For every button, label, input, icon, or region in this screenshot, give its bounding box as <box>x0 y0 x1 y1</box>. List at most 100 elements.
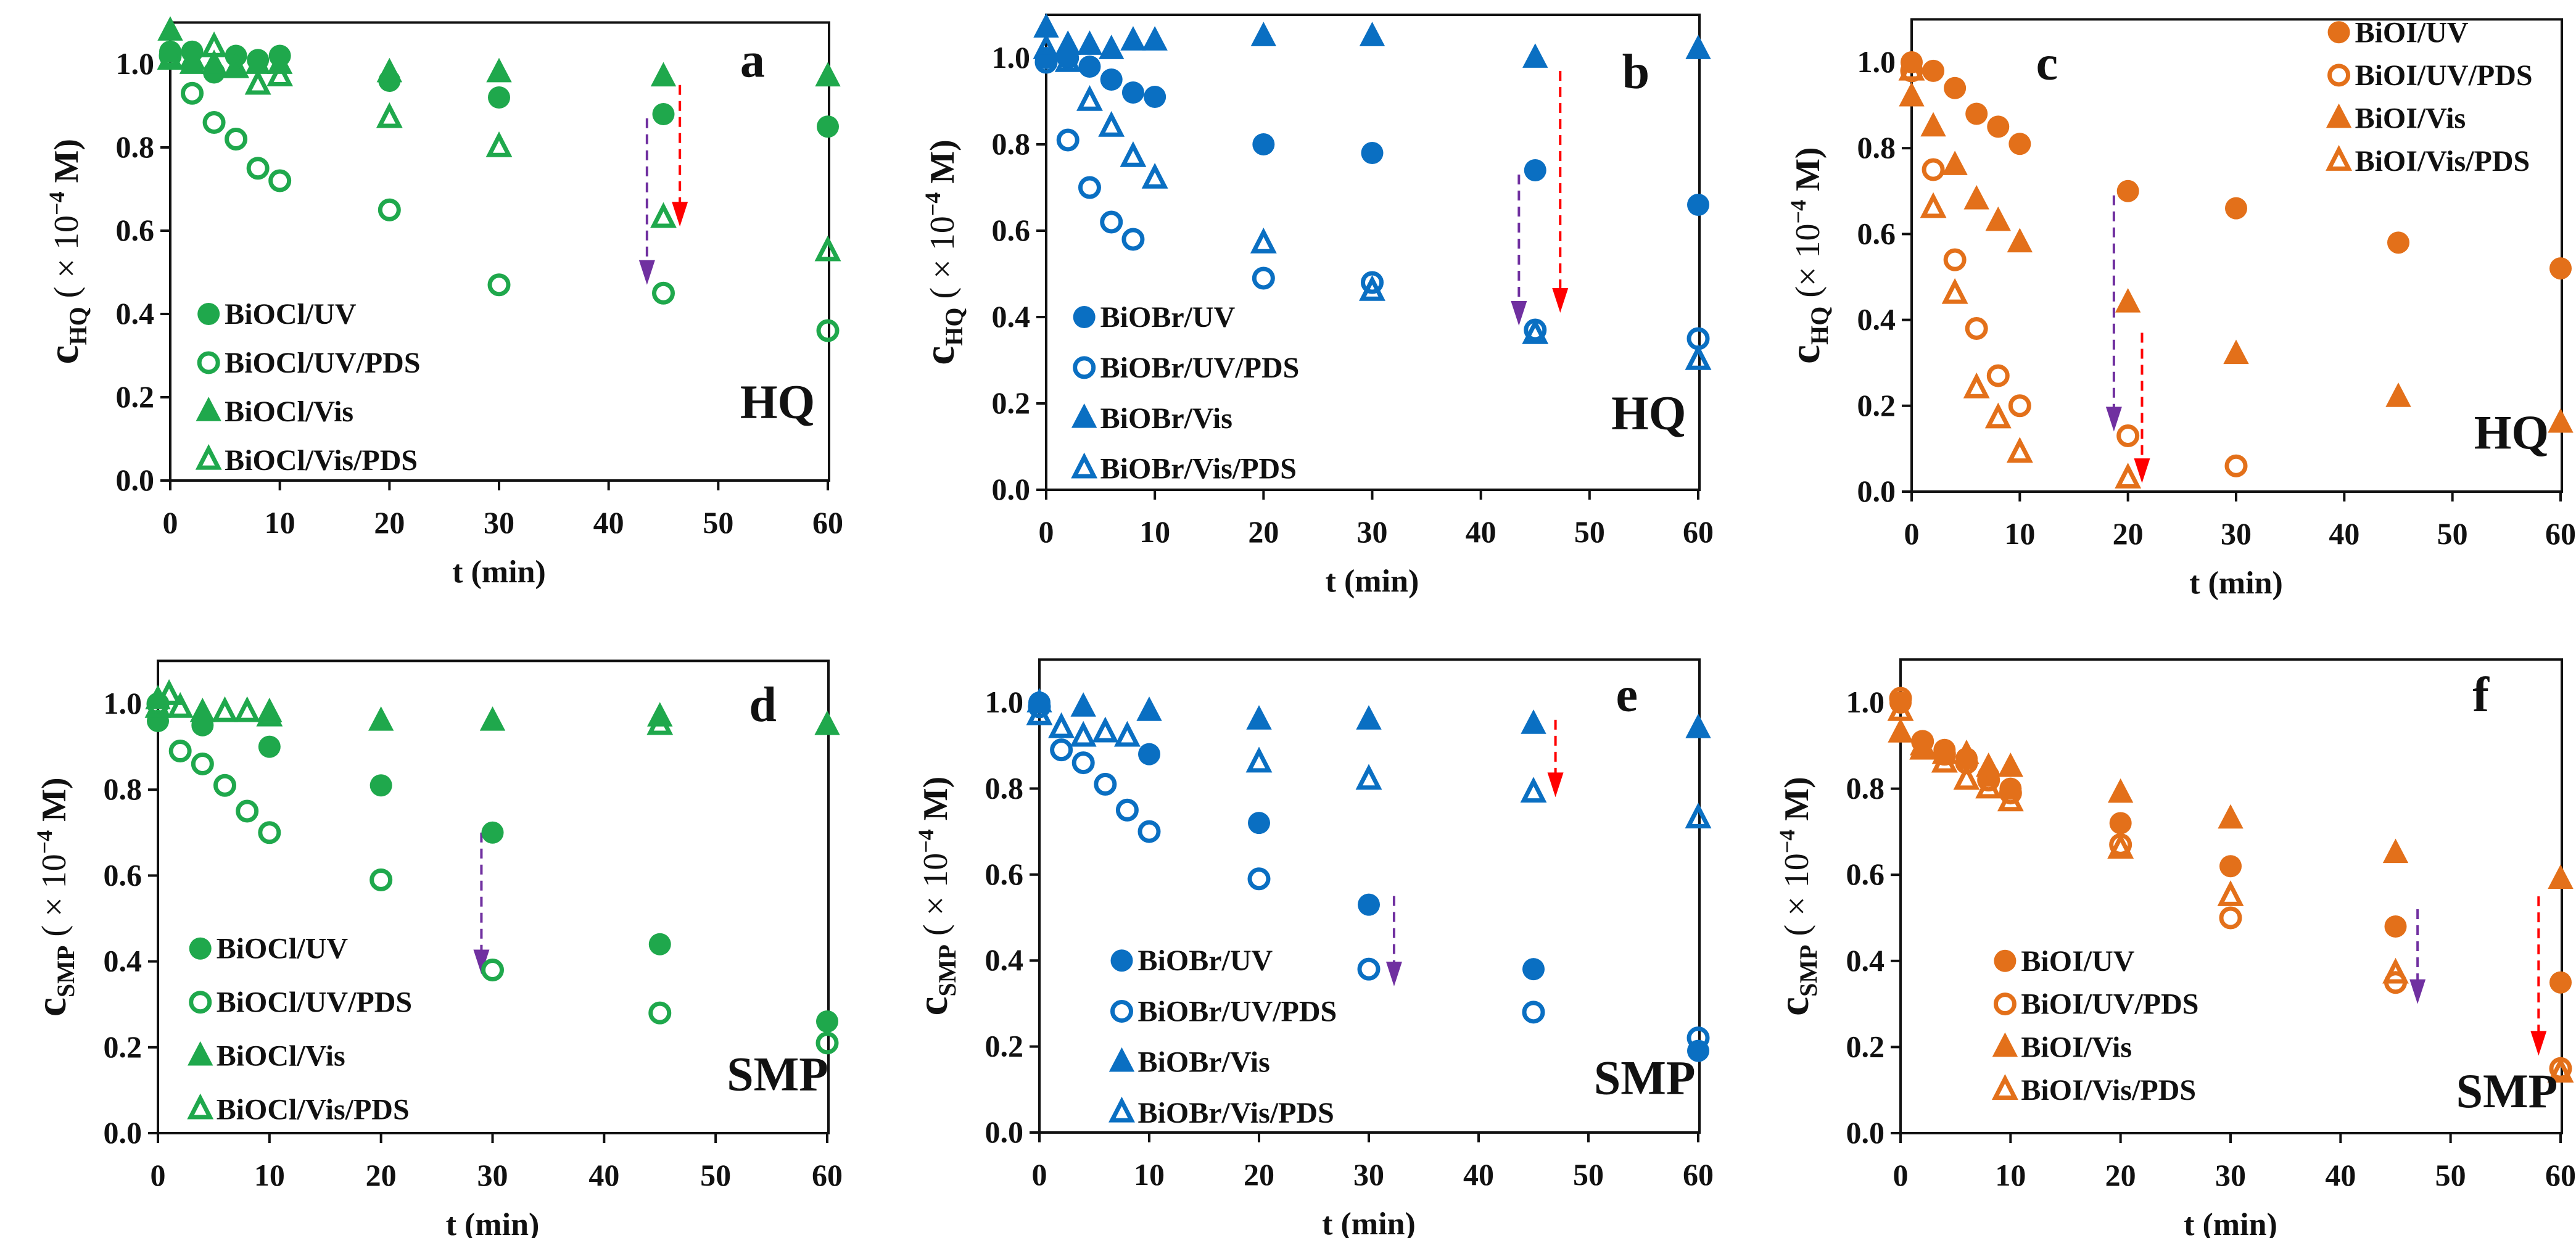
data-point <box>1078 56 1101 78</box>
series-biobr-vis <box>1033 13 1711 68</box>
data-point <box>368 706 394 731</box>
legend-marker <box>1108 1096 1135 1123</box>
x-tick-label: 50 <box>1573 1157 1604 1192</box>
y-tick-label: 1.0 <box>992 40 1031 75</box>
legend-label: BiOI/Vis/PDS <box>2021 1074 2196 1107</box>
series-biocl-vis-pds <box>157 31 841 262</box>
data-point <box>201 49 227 74</box>
y-label-unit: ( × 10 <box>47 215 86 307</box>
legend-marker <box>195 444 222 470</box>
data-point <box>1252 133 1275 155</box>
data-point <box>234 696 261 722</box>
series-biocl-vis-pds <box>144 679 674 735</box>
data-point <box>181 81 204 105</box>
series-biobr-vis-pds <box>1026 699 1712 828</box>
data-point <box>1357 957 1381 981</box>
legend-label: BiOI/UV/PDS <box>2021 988 2198 1021</box>
x-tick-label: 60 <box>2545 1158 2576 1192</box>
data-point <box>236 799 259 823</box>
data-point <box>157 16 183 41</box>
data-point <box>1899 81 1925 107</box>
data-point <box>1034 51 1058 74</box>
x-tick-label: 20 <box>2105 1158 2136 1192</box>
data-point <box>2109 812 2132 835</box>
data-point <box>1054 46 1081 72</box>
series-bioi-uv <box>1889 691 2572 994</box>
y-label-unit-end: M) <box>923 139 962 192</box>
x-tick-label: 60 <box>1683 514 1714 549</box>
y-label-exponent: −4 <box>44 191 69 215</box>
data-point <box>2548 864 2574 889</box>
x-tick-label: 10 <box>1995 1158 2026 1192</box>
data-point <box>1965 102 1988 125</box>
data-point <box>1965 317 1988 340</box>
data-point <box>2107 778 2134 803</box>
y-label-exponent: −4 <box>1786 200 1810 224</box>
data-point <box>1889 687 1912 710</box>
data-point <box>1685 803 1712 828</box>
data-point <box>1033 33 1060 59</box>
arrow-head <box>672 202 688 227</box>
legend-label: BiOBr/UV/PDS <box>1100 352 1300 384</box>
data-point <box>1050 738 1073 762</box>
x-tick-label: 40 <box>588 1158 619 1192</box>
data-point <box>817 115 839 138</box>
compound-label: HQ <box>1611 386 1686 440</box>
data-point <box>1963 184 1989 210</box>
data-point <box>1248 812 1270 835</box>
data-point <box>245 49 271 74</box>
data-point <box>2224 454 2248 477</box>
data-point <box>814 235 841 262</box>
legend-marker <box>197 351 220 374</box>
x-tick-label: 30 <box>477 1158 508 1192</box>
data-point <box>369 868 393 891</box>
data-point <box>167 691 194 718</box>
y-axis-label: cHQ ( × 10−4 M) <box>916 139 968 365</box>
data-point <box>1999 782 2022 805</box>
legend-marker <box>1992 1032 2018 1057</box>
data-point <box>1141 162 1168 189</box>
data-point <box>1056 128 1080 152</box>
x-tick-label: 50 <box>2437 516 2468 551</box>
arrow-head <box>1511 301 1527 326</box>
arrow-head <box>2409 979 2426 1004</box>
y-tick-label: 0.8 <box>1857 130 1896 165</box>
data-point <box>650 202 677 228</box>
data-point <box>2217 880 2244 906</box>
data-point <box>1524 159 1546 181</box>
data-point <box>652 103 675 125</box>
y-label-unit: ( × 10 <box>35 854 73 945</box>
y-tick-label: 0.0 <box>992 472 1031 506</box>
y-tick-label: 0.0 <box>985 1115 1024 1149</box>
x-axis-label: t (min) <box>1322 1207 1416 1238</box>
data-point <box>1121 81 1144 104</box>
data-point <box>1136 696 1162 721</box>
arrow-head <box>2134 458 2150 484</box>
data-point <box>1138 743 1160 765</box>
series-biobr-vis <box>1026 688 1711 738</box>
data-point <box>1247 867 1271 891</box>
x-tick-label: 30 <box>1353 1157 1384 1192</box>
legend-marker <box>1110 949 1133 972</box>
data-point <box>1142 26 1168 51</box>
y-axis-label: cHQ ( × 10−4 M) <box>40 139 92 365</box>
data-point <box>1521 709 1546 734</box>
y-tick-label: 0.8 <box>104 772 142 806</box>
data-point <box>1944 76 1967 99</box>
x-tick-label: 0 <box>151 1158 166 1192</box>
x-tick-label: 20 <box>2113 516 2144 551</box>
data-point <box>246 157 270 180</box>
data-point <box>1099 35 1125 59</box>
legend-label: BiOCl/Vis/PDS <box>225 444 418 477</box>
data-point <box>1115 798 1139 822</box>
y-tick-label: 0.8 <box>1846 771 1885 806</box>
x-tick-label: 40 <box>1463 1157 1494 1192</box>
data-point <box>1931 746 1958 773</box>
legend-marker <box>189 937 212 960</box>
legend-marker <box>1071 403 1097 428</box>
data-point <box>2218 804 2244 829</box>
y-label-subscript: SMP <box>52 946 80 997</box>
data-point <box>648 1001 672 1025</box>
data-point <box>1987 115 2010 138</box>
x-tick-label: 60 <box>812 505 843 540</box>
